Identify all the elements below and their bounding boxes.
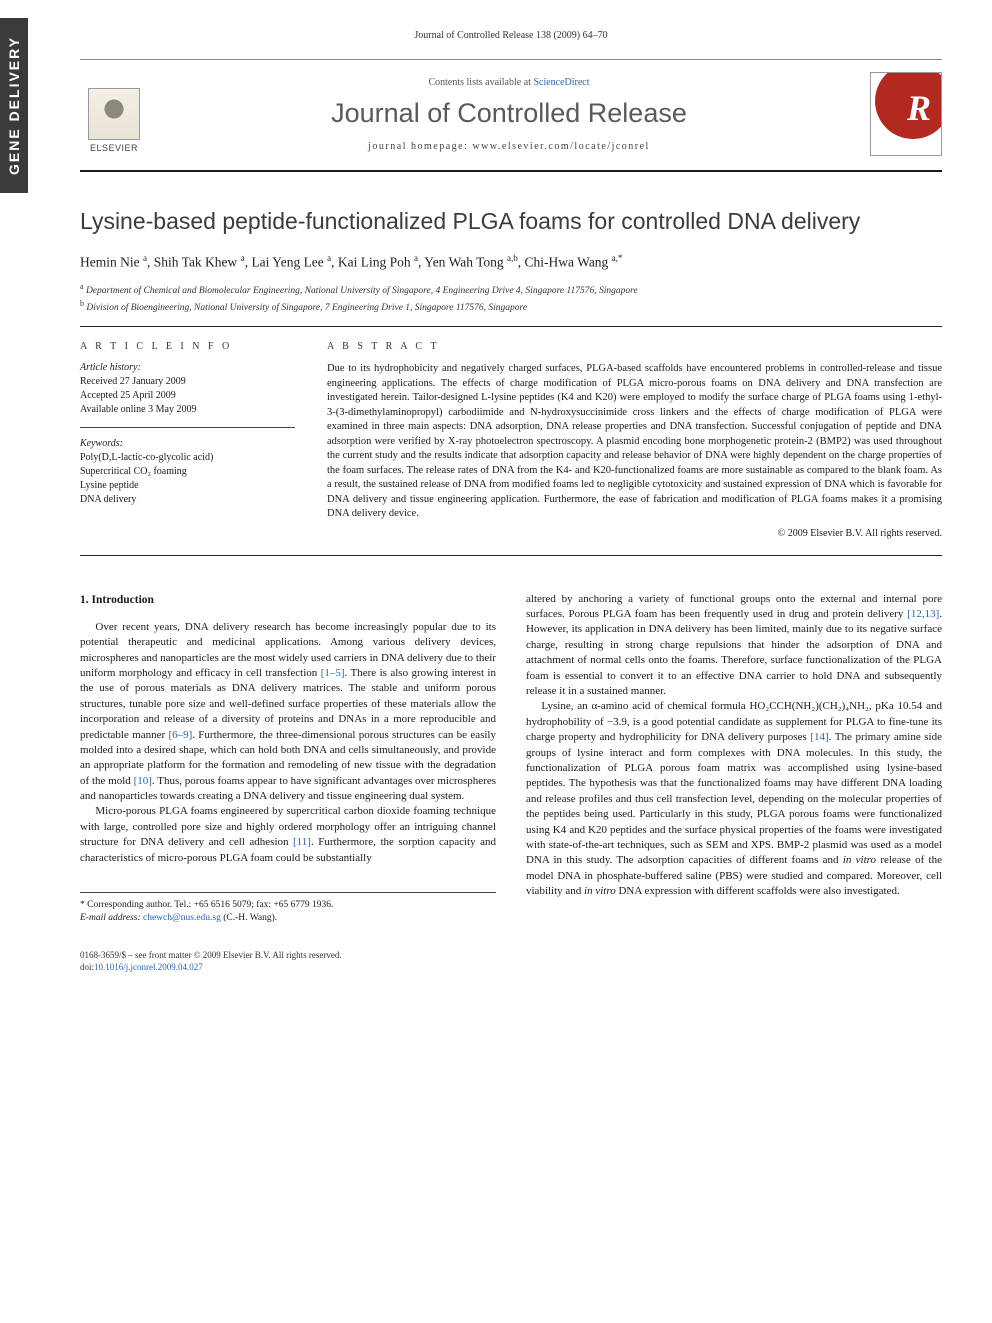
sidebar-label: GENE DELIVERY bbox=[6, 36, 22, 175]
keyword-line: DNA delivery bbox=[80, 493, 295, 507]
keyword-line: Supercritical CO₂ foaming bbox=[80, 465, 295, 479]
history-lines: Received 27 January 2009Accepted 25 Apri… bbox=[80, 375, 295, 417]
affiliation-line: a Department of Chemical and Biomolecula… bbox=[80, 281, 942, 299]
body-paragraph: Micro-porous PLGA foams engineered by su… bbox=[80, 804, 496, 866]
page: Journal of Controlled Release 138 (2009)… bbox=[50, 0, 992, 1013]
contents-prefix: Contents lists available at bbox=[428, 77, 533, 88]
sidebar-tab: GENE DELIVERY bbox=[0, 18, 28, 193]
right-column: altered by anchoring a variety of functi… bbox=[526, 592, 942, 925]
history-line: Received 27 January 2009 bbox=[80, 375, 295, 389]
doi-prefix: doi: bbox=[80, 962, 94, 972]
footer: 0168-3659/$ – see front matter © 2009 El… bbox=[80, 949, 942, 973]
doi-link[interactable]: 10.1016/j.jconrel.2009.04.027 bbox=[94, 962, 203, 972]
email-link[interactable]: chewch@nus.edu.sg bbox=[143, 913, 221, 923]
citation-link[interactable]: [1–5] bbox=[321, 667, 345, 679]
email-label: E-mail address: bbox=[80, 913, 143, 923]
corr-line-2: E-mail address: chewch@nus.edu.sg (C.-H.… bbox=[80, 912, 496, 925]
citation-link[interactable]: [12,13] bbox=[907, 608, 939, 620]
body-columns: 1. Introduction Over recent years, DNA d… bbox=[80, 592, 942, 925]
left-column: 1. Introduction Over recent years, DNA d… bbox=[80, 592, 496, 925]
cover-r-letter: R bbox=[907, 87, 931, 129]
sciencedirect-link[interactable]: ScienceDirect bbox=[533, 77, 589, 88]
abstract-copyright: © 2009 Elsevier B.V. All rights reserved… bbox=[327, 528, 942, 539]
header-center: Contents lists available at ScienceDirec… bbox=[166, 77, 852, 152]
corr-line-1: * Corresponding author. Tel.: +65 6516 5… bbox=[80, 899, 496, 912]
article-info-heading: A R T I C L E I N F O bbox=[80, 341, 295, 352]
history-line: Accepted 25 April 2009 bbox=[80, 389, 295, 403]
elsevier-logo: ELSEVIER bbox=[80, 75, 148, 153]
abstract-heading: A B S T R A C T bbox=[327, 341, 942, 352]
keywords-label: Keywords: bbox=[80, 438, 295, 449]
corr-label: * Corresponding author. bbox=[80, 900, 174, 910]
citation-link[interactable]: [10] bbox=[134, 775, 152, 787]
body-paragraph: altered by anchoring a variety of functi… bbox=[526, 592, 942, 700]
footer-line-1: 0168-3659/$ – see front matter © 2009 El… bbox=[80, 949, 942, 961]
footer-doi: doi:10.1016/j.jconrel.2009.04.027 bbox=[80, 961, 942, 973]
homepage-prefix: journal homepage: bbox=[368, 141, 472, 152]
keyword-line: Lysine peptide bbox=[80, 479, 295, 493]
section-1-heading: 1. Introduction bbox=[80, 592, 496, 608]
corr-tel-fax: Tel.: +65 6516 5079; fax: +65 6779 1936. bbox=[174, 900, 333, 910]
keyword-line: Poly(D,L-lactic-co-glycolic acid) bbox=[80, 451, 295, 465]
rule-below-abstract bbox=[80, 555, 942, 556]
body-paragraph: Over recent years, DNA delivery research… bbox=[80, 620, 496, 805]
citation-link[interactable]: [11] bbox=[293, 836, 311, 848]
citation-link[interactable]: [14] bbox=[810, 731, 828, 743]
corr-name: (C.-H. Wang). bbox=[221, 913, 277, 923]
affiliation-line: b Division of Bioengineering, National U… bbox=[80, 298, 942, 316]
abstract-text: Due to its hydrophobicity and negatively… bbox=[327, 362, 942, 521]
homepage-url[interactable]: www.elsevier.com/locate/jconrel bbox=[472, 141, 649, 152]
contents-line: Contents lists available at ScienceDirec… bbox=[166, 77, 852, 88]
elsevier-tree-icon bbox=[88, 88, 140, 140]
history-label: Article history: bbox=[80, 362, 295, 373]
affiliations: a Department of Chemical and Biomolecula… bbox=[80, 281, 942, 317]
rule-above-info bbox=[80, 326, 942, 327]
homepage-line: journal homepage: www.elsevier.com/locat… bbox=[166, 141, 852, 152]
journal-header: ELSEVIER Contents lists available at Sci… bbox=[80, 59, 942, 172]
article-title: Lysine-based peptide-functionalized PLGA… bbox=[80, 208, 942, 235]
article-info: A R T I C L E I N F O Article history: R… bbox=[80, 341, 295, 538]
elsevier-word: ELSEVIER bbox=[90, 143, 138, 153]
history-block: Article history: Received 27 January 200… bbox=[80, 362, 295, 428]
authors: Hemin Nie a, Shih Tak Khew a, Lai Yeng L… bbox=[80, 253, 942, 271]
journal-name: Journal of Controlled Release bbox=[166, 98, 852, 129]
journal-cover-icon: R bbox=[870, 72, 942, 156]
corresponding-author: * Corresponding author. Tel.: +65 6516 5… bbox=[80, 892, 496, 925]
history-line: Available online 3 May 2009 bbox=[80, 403, 295, 417]
info-abstract-row: A R T I C L E I N F O Article history: R… bbox=[80, 341, 942, 538]
citation-link[interactable]: [6–9] bbox=[168, 729, 192, 741]
journal-reference: Journal of Controlled Release 138 (2009)… bbox=[80, 30, 942, 41]
keywords-lines: Poly(D,L-lactic-co-glycolic acid)Supercr… bbox=[80, 451, 295, 507]
abstract: A B S T R A C T Due to its hydrophobicit… bbox=[327, 341, 942, 538]
body-paragraph: Lysine, an α-amino acid of chemical form… bbox=[526, 699, 942, 899]
